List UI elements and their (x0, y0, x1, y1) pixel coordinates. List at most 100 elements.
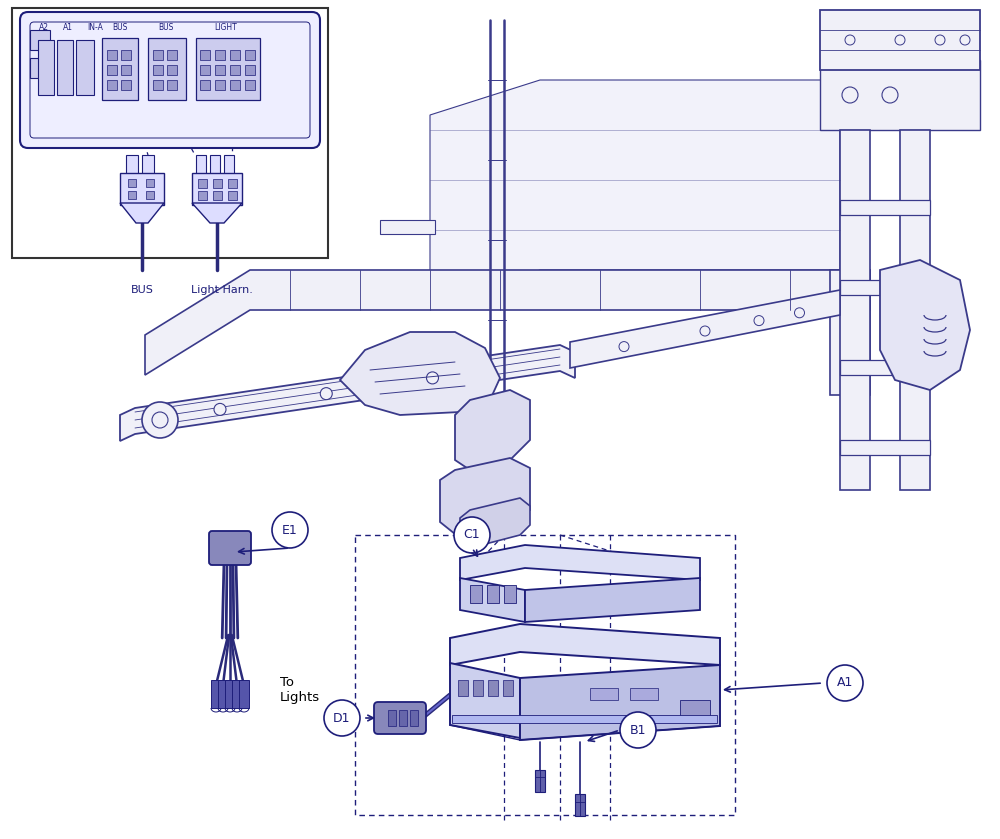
Polygon shape (120, 345, 575, 441)
Text: BUS: BUS (112, 23, 128, 32)
Polygon shape (830, 270, 870, 395)
Text: E1: E1 (282, 524, 298, 536)
Polygon shape (340, 332, 500, 415)
Polygon shape (210, 155, 220, 177)
Bar (230, 65, 240, 75)
Bar (470, 585, 482, 603)
Bar (590, 688, 618, 700)
Polygon shape (840, 360, 930, 375)
Bar (128, 191, 136, 199)
Circle shape (619, 341, 629, 352)
Bar (153, 50, 163, 60)
Polygon shape (525, 578, 700, 622)
Polygon shape (460, 545, 700, 580)
Bar (167, 80, 177, 90)
Bar (487, 585, 499, 603)
Polygon shape (57, 40, 73, 95)
Bar (503, 680, 513, 696)
Bar (107, 65, 117, 75)
Bar (107, 80, 117, 90)
Circle shape (960, 35, 970, 45)
Polygon shape (460, 578, 525, 622)
Bar (452, 715, 717, 723)
Bar (399, 710, 407, 726)
Bar (107, 50, 117, 60)
Polygon shape (196, 38, 260, 100)
Polygon shape (520, 665, 720, 740)
Circle shape (426, 372, 438, 384)
Circle shape (620, 712, 656, 748)
Bar (198, 191, 207, 200)
Circle shape (842, 87, 858, 103)
Circle shape (142, 402, 178, 438)
Text: B1: B1 (630, 723, 646, 737)
Polygon shape (460, 498, 530, 548)
Circle shape (700, 326, 710, 336)
Bar (230, 50, 240, 60)
Bar (128, 179, 136, 187)
Circle shape (845, 35, 855, 45)
Bar (215, 80, 225, 90)
Bar (200, 65, 210, 75)
Bar (121, 50, 131, 60)
Polygon shape (840, 200, 930, 215)
Bar (230, 80, 240, 90)
Bar (213, 191, 222, 200)
Bar (228, 191, 237, 200)
Polygon shape (192, 203, 242, 223)
Polygon shape (196, 155, 206, 177)
Polygon shape (450, 663, 520, 738)
Text: LIGHT: LIGHT (215, 23, 237, 32)
Bar (228, 179, 237, 188)
Polygon shape (570, 290, 840, 368)
Bar (213, 179, 222, 188)
Circle shape (152, 412, 168, 428)
Polygon shape (224, 155, 234, 177)
Polygon shape (840, 440, 930, 455)
Bar (153, 80, 163, 90)
Circle shape (754, 315, 764, 326)
Circle shape (214, 404, 226, 415)
Bar (218, 680, 228, 708)
Text: BUS: BUS (131, 285, 153, 295)
Text: C1: C1 (464, 529, 480, 541)
Circle shape (454, 517, 490, 553)
Bar (630, 688, 658, 700)
Polygon shape (142, 155, 154, 177)
Polygon shape (840, 280, 930, 295)
Bar (121, 65, 131, 75)
Text: Light Harn.: Light Harn. (191, 285, 253, 295)
Bar (488, 680, 498, 696)
FancyBboxPatch shape (209, 531, 251, 565)
Polygon shape (192, 173, 242, 205)
Bar (121, 80, 131, 90)
Bar (153, 65, 163, 75)
Polygon shape (76, 40, 94, 95)
Polygon shape (430, 80, 840, 305)
Bar (239, 680, 249, 708)
Bar (380, 220, 435, 234)
Bar (167, 50, 177, 60)
Bar (232, 680, 242, 708)
Bar (146, 179, 154, 187)
Polygon shape (148, 38, 186, 100)
Polygon shape (900, 130, 930, 490)
Bar (575, 794, 585, 816)
Bar (211, 680, 221, 708)
Circle shape (895, 35, 905, 45)
Text: BUS: BUS (158, 23, 174, 32)
Bar (215, 65, 225, 75)
Polygon shape (102, 38, 138, 100)
Bar (458, 680, 468, 696)
Circle shape (935, 35, 945, 45)
Circle shape (827, 665, 863, 701)
Bar (200, 80, 210, 90)
Text: To
Lights: To Lights (280, 676, 320, 704)
FancyBboxPatch shape (20, 12, 320, 148)
Circle shape (320, 388, 332, 399)
Bar (245, 50, 255, 60)
Circle shape (272, 512, 308, 548)
Text: A1: A1 (63, 23, 73, 32)
Bar (215, 50, 225, 60)
Polygon shape (440, 458, 530, 534)
